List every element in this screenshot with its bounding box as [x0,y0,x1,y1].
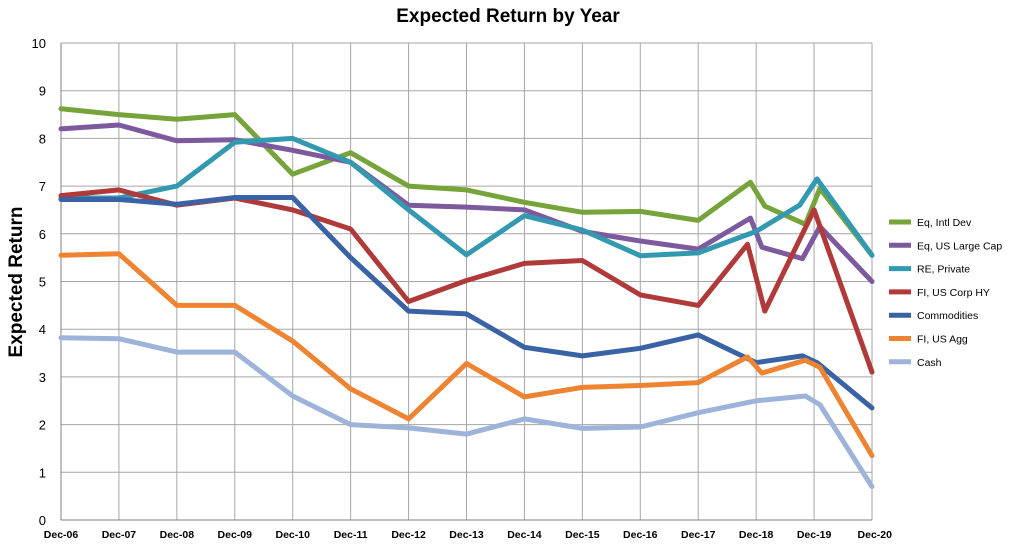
series-lines [58,106,875,490]
legend-label: RE, Private [917,264,970,276]
x-tick-label: Dec-08 [160,529,195,541]
legend: Eq, Intl Dev Eq, US Large Cap RE, Private F… [889,217,1002,369]
legend-label: Commodities [917,310,978,322]
x-tick-label: Dec-13 [449,529,484,541]
series-line-cash [58,335,875,490]
series-line-eq-intl-dev [58,106,875,258]
x-tick-label: Dec-19 [797,529,832,541]
series-line-fi-us-agg [58,251,875,459]
legend-label: Eq, US Large Cap [917,240,1002,252]
series-line-commodities [58,195,875,411]
y-tick-label: 10 [32,36,46,51]
x-tick-label: Dec-07 [102,529,137,541]
x-tick-label: Dec-14 [507,529,542,541]
x-tick-label: Dec-15 [565,529,600,541]
y-tick-label: 1 [39,465,46,480]
legend-label: Eq, Intl Dev [917,217,972,229]
axes [60,43,872,521]
x-axis-ticks: Dec-06 Dec-07 Dec-08 Dec-09 Dec-10 Dec-11 Dec-… [44,529,892,541]
y-tick-label: 2 [39,418,46,433]
legend-label: FI, US Agg [917,334,968,346]
y-tick-label: 8 [39,131,46,146]
y-tick-label: 5 [39,275,46,290]
x-tick-label: Dec-18 [739,529,774,541]
y-axis-ticks: 0 1 2 3 4 5 6 7 8 9 10 [32,36,46,528]
x-tick-label: Dec-10 [275,529,310,541]
legend-label: Cash [917,357,942,369]
x-tick-label: Dec-11 [334,529,368,541]
chart-title: Expected Return by Year [396,6,620,27]
y-tick-label: 9 [39,84,46,99]
x-tick-label: Dec-09 [218,529,253,541]
legend-label: FI, US Corp HY [917,287,990,299]
gridlines [61,42,873,520]
y-tick-label: 7 [39,179,46,194]
y-tick-label: 4 [39,322,46,337]
y-tick-label: 6 [39,227,46,242]
y-tick-label: 0 [39,513,46,528]
y-tick-label: 3 [39,370,46,385]
x-tick-label: Dec-06 [44,529,79,541]
series-line-eq-us-large-cap [58,122,875,284]
x-tick-label: Dec-12 [391,529,426,541]
y-axis-label: Expected Return [6,207,27,358]
x-tick-label: Dec-20 [858,529,893,541]
series-line-re-private [58,135,875,259]
x-tick-label: Dec-17 [681,529,716,541]
x-tick-label: Dec-16 [623,529,658,541]
